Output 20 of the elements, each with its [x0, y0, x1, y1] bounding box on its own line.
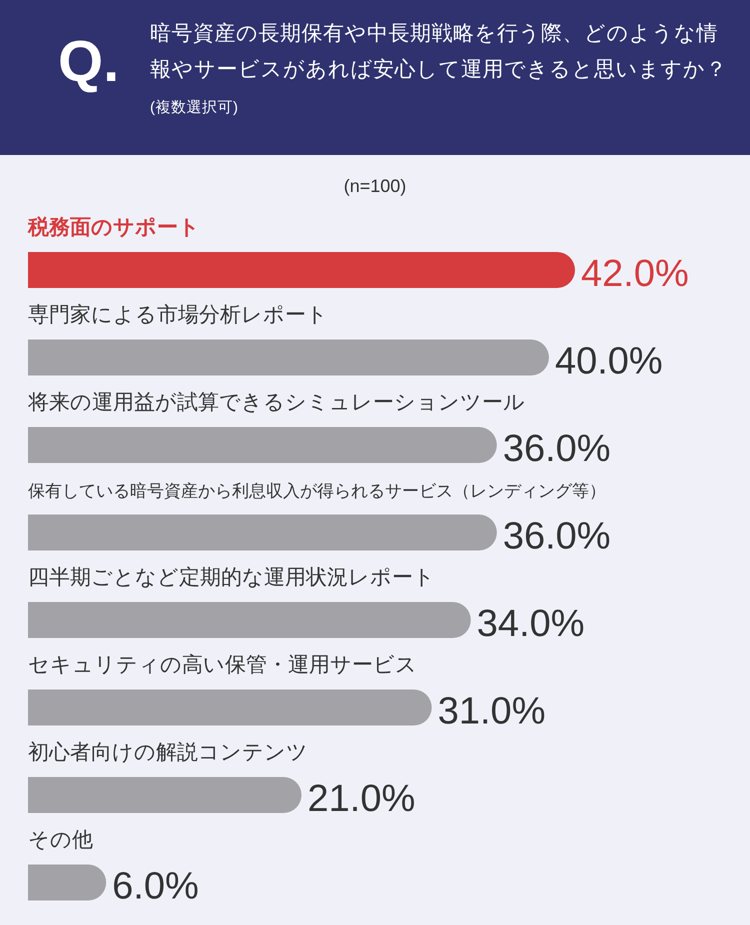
data-label: 40.0%	[554, 340, 663, 382]
y-tick-label: セキュリティの高い保管・運用サービス	[28, 654, 417, 676]
annotation: (n=100)	[344, 176, 406, 196]
y-tick-label: 保有している暗号資産から利息収入が得られるサービス（レンディング等）	[28, 482, 606, 500]
y-tick-label: 四半期ごとなど定期的な運用状況レポート	[28, 566, 435, 589]
y-tick-label: 税務面のサポート	[27, 216, 200, 239]
y-tick-label: その他	[28, 828, 93, 852]
chart-title: 暗号資産の長期保有や中長期戦略を行う際、どのような情報やサービスがあれば安心して運用できると思いますか？	[150, 22, 727, 81]
data-label: 36.0%	[502, 428, 611, 470]
chart-subtitle: (複数選択可)	[150, 99, 238, 116]
data-label: 42.0%	[581, 253, 689, 295]
y-tick-label: 将来の運用益が試算できるシミュレーションツール	[27, 391, 525, 414]
y-tick-label: 専門家による市場分析レポート	[28, 304, 328, 326]
y-tick-label: 初心者向けの解説コンテンツ	[28, 741, 308, 764]
data-label: 31.0%	[438, 690, 546, 732]
data-label: 34.0%	[476, 603, 585, 645]
data-label: 6.0%	[112, 866, 199, 908]
data-label: 21.0%	[308, 778, 416, 820]
data-label: 36.0%	[502, 516, 611, 558]
text: Q.	[58, 28, 120, 95]
